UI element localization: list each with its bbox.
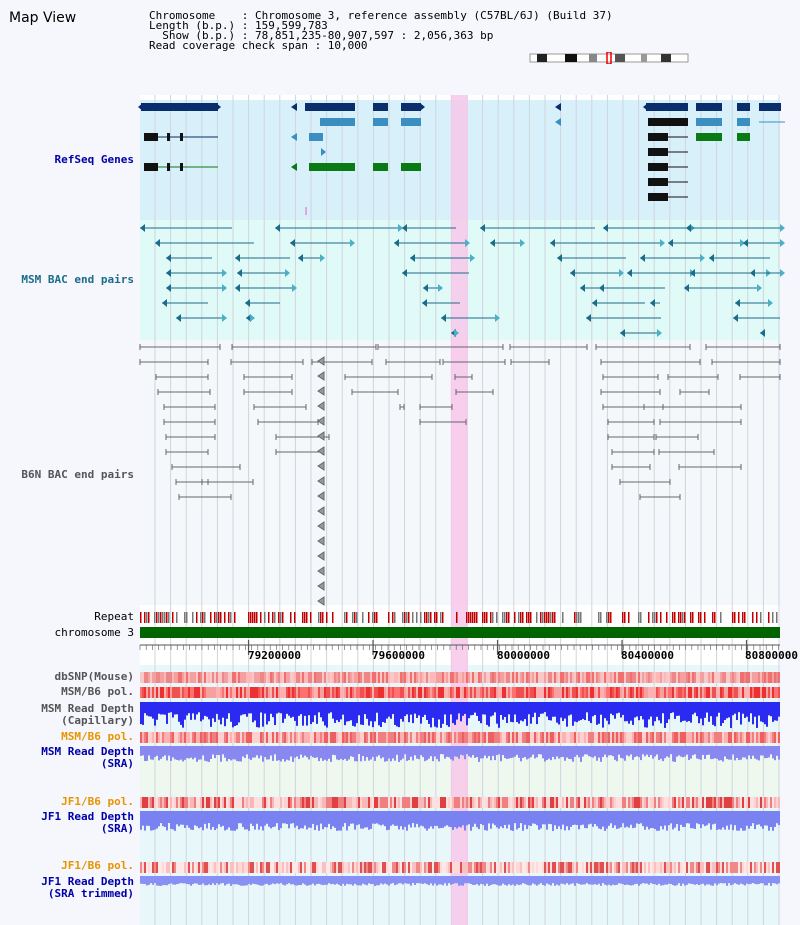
msm-read-depth-sra-track[interactable] bbox=[140, 746, 780, 762]
tick-label: 80800000 bbox=[745, 649, 798, 662]
msm-b6-pol-track-2[interactable] bbox=[140, 732, 780, 743]
tick-label: 80400000 bbox=[621, 649, 674, 662]
msm-depth-capillary-label: MSM Read Depth (Capillary) bbox=[41, 702, 134, 727]
show-range-line: Show (b.p.) : 78,851,235-80,907,597 : 2,… bbox=[149, 29, 494, 42]
b6n-bac-label[interactable]: B6N BAC end pairs bbox=[21, 468, 134, 481]
jf1-b6-pol-label: JF1/B6 pol. bbox=[61, 795, 134, 808]
refseq-genes[interactable] bbox=[138, 103, 785, 215]
jf1-b6-pol-track-2[interactable] bbox=[140, 862, 780, 873]
msm-b6-pol-label-2: MSM/B6 pol. bbox=[61, 730, 134, 743]
jf1-b6-pol-label-2: JF1/B6 pol. bbox=[61, 859, 134, 872]
position-ruler bbox=[139, 640, 780, 655]
tick-label: 79200000 bbox=[248, 649, 301, 662]
chromosome-label: chromosome 3 bbox=[54, 626, 134, 639]
chromosome-ideogram[interactable] bbox=[529, 52, 691, 64]
msm-bac-label[interactable]: MSM BAC end pairs bbox=[21, 273, 134, 286]
msm-read-depth-capillary-track[interactable] bbox=[140, 702, 780, 728]
msm-depth-sra-label: MSM Read Depth (SRA) bbox=[41, 745, 134, 770]
repeat-track[interactable] bbox=[140, 612, 778, 623]
repeat-label: Repeat bbox=[94, 610, 134, 623]
jf1-read-depth-sra-track[interactable] bbox=[140, 811, 780, 831]
dbsnp-track[interactable] bbox=[140, 672, 780, 683]
genome-panel[interactable] bbox=[0, 95, 800, 925]
msm-b6-pol-track[interactable] bbox=[140, 687, 780, 698]
dbsnp-label: dbSNP(Mouse) bbox=[54, 670, 134, 683]
chromosome-bar[interactable] bbox=[140, 627, 780, 638]
jf1-read-depth-trimmed-track[interactable] bbox=[140, 876, 780, 886]
view-title: Map View bbox=[9, 10, 77, 26]
tick-label: 80000000 bbox=[497, 649, 550, 662]
ideogram-position-marker bbox=[606, 52, 612, 64]
b6n-bac-end-pairs[interactable] bbox=[139, 344, 781, 606]
msm-b6-pol-label: MSM/B6 pol. bbox=[61, 685, 134, 698]
jf1-depth-trimmed-label: JF1 Read Depth (SRA trimmed) bbox=[41, 875, 134, 900]
chromosome-line: Chromosome : Chromosome 3, reference ass… bbox=[149, 9, 613, 22]
length-line: Length (b.p.) : 159,599,783 bbox=[149, 19, 328, 32]
map-info: Chromosome : Chromosome 3, reference ass… bbox=[149, 9, 613, 52]
jf1-depth-sra-label: JF1 Read Depth (SRA) bbox=[41, 810, 134, 835]
msm-bac-end-pairs[interactable] bbox=[140, 224, 785, 337]
tick-label: 79600000 bbox=[372, 649, 425, 662]
refseq-genes-label[interactable]: RefSeq Genes bbox=[54, 153, 134, 166]
jf1-b6-pol-track[interactable] bbox=[140, 797, 780, 808]
coverage-span-line: Read coverage check span : 10,000 bbox=[149, 39, 368, 52]
